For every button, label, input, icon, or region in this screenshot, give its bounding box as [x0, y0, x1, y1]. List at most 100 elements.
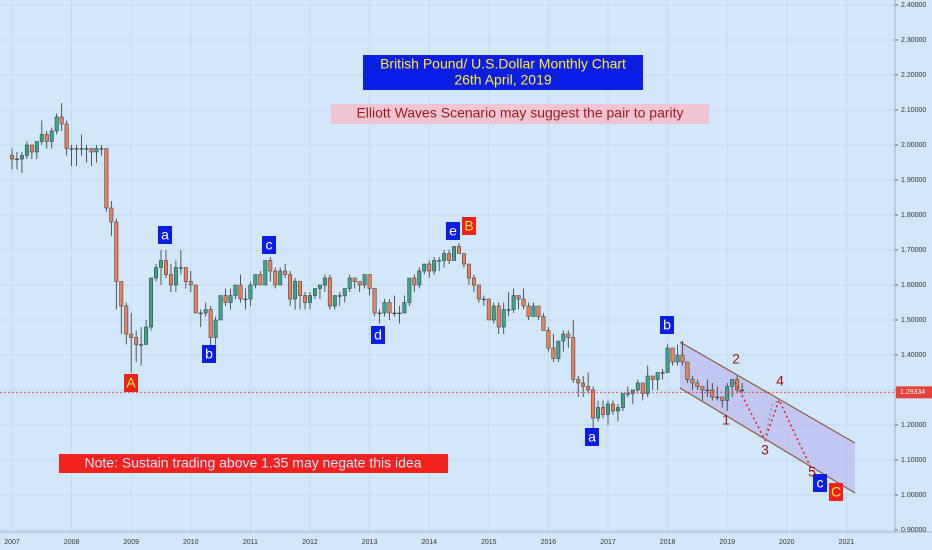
wave-label: a [588, 429, 596, 445]
candle-body [124, 305, 129, 335]
candle-body [84, 148, 89, 150]
y-tick-label: 1.90000 [901, 177, 926, 184]
candle-body [720, 396, 725, 401]
y-tick-label: 1.40000 [901, 352, 926, 359]
candle-body [337, 295, 342, 297]
candle-body [233, 284, 238, 296]
candle-body [59, 116, 64, 125]
y-tick-label: 1.80000 [901, 212, 926, 219]
candle-body [591, 389, 596, 419]
candle-body [680, 354, 685, 363]
candle-body [29, 144, 34, 153]
chart-subtitle: 26th April, 2019 [454, 72, 552, 88]
candle-body [94, 148, 99, 153]
wave-box [660, 316, 674, 334]
candle-body [635, 382, 640, 391]
title-box [363, 55, 643, 90]
candle-body [675, 354, 680, 363]
candle-body [625, 393, 630, 395]
candle-body [551, 347, 556, 359]
candle-body [114, 221, 119, 282]
x-tick-label: 2015 [481, 539, 497, 546]
wave-number: 5 [808, 464, 816, 480]
candle-body [665, 347, 670, 373]
candle-body [422, 263, 427, 272]
candle-body [89, 148, 94, 153]
wave-box [124, 374, 138, 392]
candle-body [99, 148, 104, 150]
x-tick-label: 2010 [183, 539, 199, 546]
y-tick-label: 2.00000 [901, 142, 926, 149]
wave-label: b [663, 317, 671, 333]
candle-body [34, 141, 39, 153]
candle-body [486, 298, 491, 321]
x-tick-label: 2011 [243, 539, 258, 546]
candle-body [417, 270, 422, 286]
candle-body [218, 295, 223, 321]
candle-body [49, 130, 54, 142]
candle-body [531, 305, 536, 317]
wave-number: 3 [761, 442, 769, 458]
candle-body [606, 403, 610, 415]
candle-body [228, 295, 233, 303]
candle-body [268, 260, 273, 272]
candle-body [69, 148, 74, 150]
candle-body [611, 403, 615, 412]
candle-body [149, 277, 154, 328]
candle-body [546, 330, 551, 349]
x-tick-label: 2013 [362, 539, 378, 546]
x-tick-label: 2020 [779, 539, 795, 546]
price-tag [896, 386, 932, 399]
candle-body [15, 158, 19, 161]
candle-body [571, 337, 576, 380]
candle-body [412, 277, 417, 286]
candle-body [313, 288, 317, 296]
x-tick-label: 2012 [302, 539, 318, 546]
wave-box [158, 226, 172, 244]
price-axis [895, 0, 932, 550]
candle-body [566, 333, 571, 338]
wave-label: C [831, 484, 841, 500]
wave-label: e [449, 223, 457, 239]
candle-body [362, 274, 367, 286]
candle-body [168, 274, 173, 286]
channel-top [679, 341, 856, 444]
candle-body [685, 361, 690, 380]
candle-body [372, 288, 377, 314]
wave-box [202, 345, 216, 363]
y-tick-label: 1.50000 [901, 317, 926, 324]
candle-body [730, 379, 735, 387]
candle-body [511, 295, 516, 310]
candle-body [332, 295, 337, 307]
candle-body [193, 284, 198, 314]
candle-body [253, 274, 258, 286]
candle-body [129, 333, 134, 338]
wave-label: c [266, 237, 273, 253]
candle-body [690, 379, 695, 384]
candle-body [407, 277, 412, 303]
candles [10, 103, 745, 432]
note: Note: Sustain trading above 1.35 may neg… [85, 455, 422, 471]
candle-body [447, 253, 452, 261]
candle-body [139, 344, 144, 346]
candle-body [402, 302, 407, 314]
candle-body [452, 246, 456, 261]
wave-label: B [464, 218, 473, 234]
forecast-alt [764, 399, 780, 441]
y-tick-label: 2.30000 [901, 37, 926, 44]
candle-body [516, 295, 521, 300]
wave-box [462, 217, 476, 235]
x-tick-label: 2016 [541, 539, 557, 546]
candle-body [342, 288, 347, 296]
wave-label: a [161, 227, 169, 243]
x-tick-label: 2019 [719, 539, 735, 546]
y-tick-label: 2.40000 [901, 2, 926, 9]
x-tick-label: 2007 [4, 539, 20, 546]
candle-body [700, 386, 705, 391]
wave-label: c [817, 475, 824, 491]
candle-body [223, 295, 228, 303]
candle-body [298, 281, 303, 296]
candle-body [645, 375, 650, 394]
wave-box [585, 428, 599, 446]
